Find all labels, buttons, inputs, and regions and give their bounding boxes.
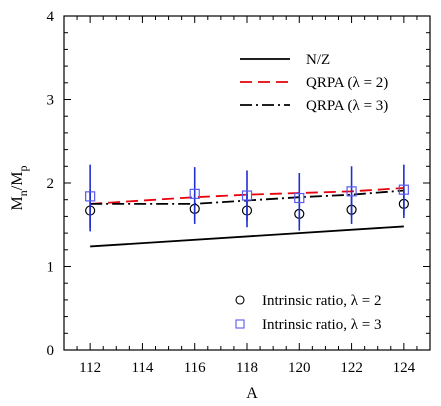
series-line-1 [90, 187, 404, 205]
y-tick-label: 0 [47, 343, 55, 359]
legend-bottom: Intrinsic ratio, λ = 2 Intrinsic ratio, λ… [235, 293, 381, 333]
legend-label: N/Z [306, 52, 330, 68]
data-point-square [398, 184, 409, 195]
series-line-0 [90, 225, 404, 248]
legend-swatch-square [235, 319, 245, 329]
series-layer [85, 164, 409, 248]
y-tick-label: 4 [47, 9, 55, 25]
legend-swatch-circle [235, 295, 245, 305]
axis-ticks [64, 15, 430, 351]
x-tick-label: 124 [393, 360, 416, 376]
x-tick-label: 112 [79, 360, 101, 376]
x-tick-label: 114 [131, 360, 153, 376]
data-point-square [346, 186, 357, 197]
x-tick-label: 118 [236, 360, 258, 376]
x-tick-label: 120 [288, 360, 311, 376]
y-axis-title-main: M [9, 196, 26, 210]
y-tick-label: 2 [47, 176, 55, 192]
legend-label: QRPA (λ = 2) [306, 75, 388, 91]
y-tick-label: 3 [47, 93, 55, 109]
data-point-square [85, 191, 96, 202]
legend-label: Intrinsic ratio, λ = 2 [262, 293, 381, 309]
x-axis-title: A [246, 385, 258, 402]
y-axis-title-sub1: n [16, 190, 30, 196]
legend-label: QRPA (λ = 3) [306, 98, 388, 114]
series-line-2 [90, 189, 404, 205]
y-axis-title-sub2: p [16, 166, 30, 172]
y-axis-title: Mn/Mp [9, 166, 30, 211]
legend-top: N/Z QRPA (λ = 2) QRPA (λ = 3) [240, 52, 388, 114]
data-point-square [241, 190, 253, 201]
legend-label: Intrinsic ratio, λ = 3 [262, 317, 381, 333]
x-tick-label: 122 [340, 360, 363, 376]
data-point-square [189, 188, 200, 199]
y-tick-label: 1 [47, 260, 55, 276]
tick-labels: 112 114 116 118 120 122 124 0 1 2 3 4 [47, 9, 416, 376]
x-tick-label: 116 [184, 360, 206, 376]
data-point-square [294, 192, 305, 204]
y-axis-title-sep: /M [9, 172, 26, 191]
